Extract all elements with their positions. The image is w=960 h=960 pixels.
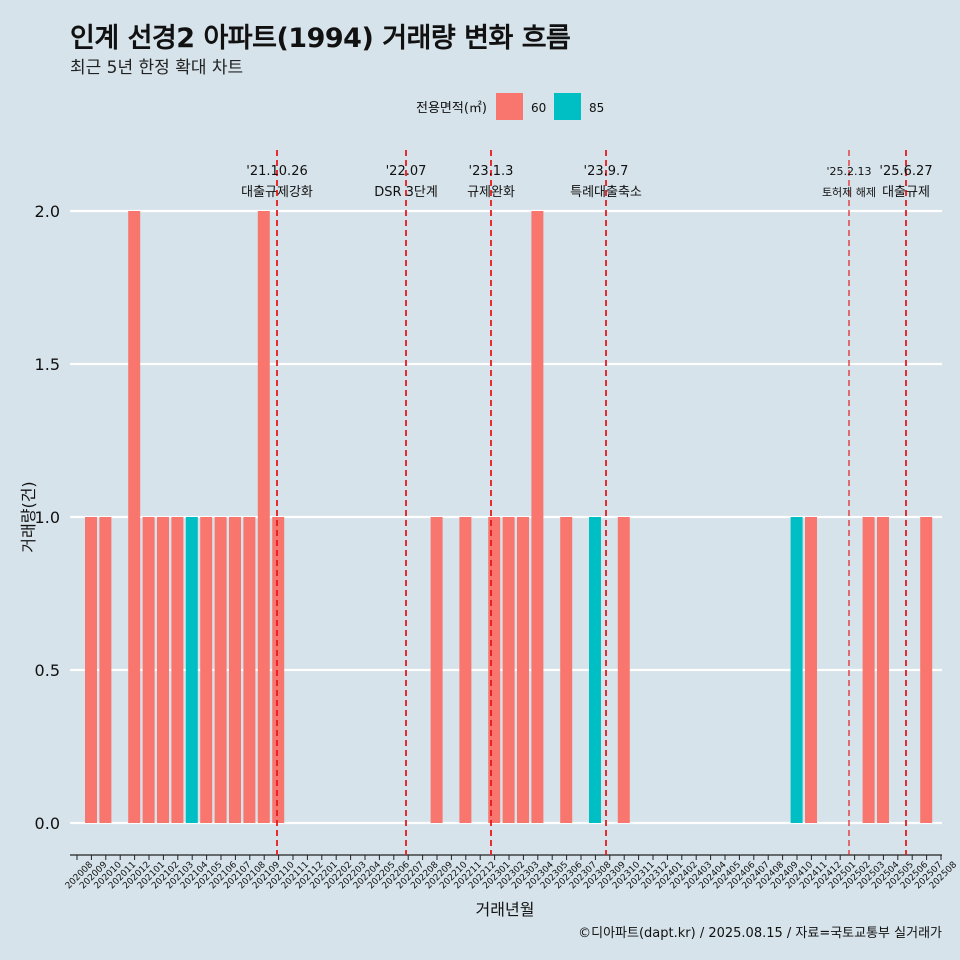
bar-60-202302: [517, 517, 529, 823]
legend-label-85: 85: [589, 101, 604, 115]
bar-60-202105: [214, 517, 227, 823]
bar-60-202502: [862, 517, 875, 823]
y-axis: 0.0 0.5 1.0 1.5 2.0: [35, 202, 60, 833]
event-date: '22.07: [386, 164, 427, 179]
bar-60-202210: [459, 517, 472, 823]
bar-60-202008: [85, 517, 97, 823]
y-axis-title: 거래량(건): [19, 481, 38, 552]
bar-60-202012: [142, 517, 155, 823]
event-annotations: '21.10.26 대출규제강화 '22.07 DSR 3단계 '23.1.3 규제완화 '…: [241, 150, 933, 855]
bar-60-202108: [257, 211, 270, 823]
bar-85-202307: [589, 517, 601, 823]
bar-60-202101: [157, 517, 169, 823]
bar-60-202107: [243, 517, 256, 823]
event-label: 특례대출축소: [570, 185, 642, 200]
y-tick-label: 0.0: [35, 814, 60, 833]
bar-60-202102: [171, 517, 184, 823]
event-label: 대출규제강화: [241, 185, 313, 200]
y-tick-label: 1.5: [35, 355, 60, 374]
y-tick-label: 2.0: [35, 202, 60, 221]
x-axis: 2020082020092020102020112020122021012021…: [64, 854, 959, 891]
bar-60-202309: [617, 517, 630, 823]
source-caption: ©디아파트(dapt.kr) / 2025.08.15 / 자료=국토교통부 실…: [578, 926, 942, 941]
bar-60-202506: [920, 517, 933, 823]
event-date: '23.1.3: [469, 164, 514, 179]
bar-60-202011: [128, 211, 141, 823]
event-date: '25.6.27: [879, 164, 932, 179]
legend: 전용면적(㎡) 60 85: [416, 93, 604, 120]
x-axis-title: 거래년월: [476, 900, 535, 919]
event-label: 규제완화: [467, 185, 515, 200]
event-label: DSR 3단계: [374, 185, 438, 200]
event-label: 토허제 해제: [822, 185, 876, 199]
bar-60-202106: [229, 517, 241, 823]
legend-title: 전용면적(㎡): [416, 101, 487, 116]
event-date: '21.10.26: [246, 164, 307, 179]
bar-85-202103: [185, 517, 198, 823]
y-tick-label: 1.0: [35, 508, 60, 527]
y-tick-label: 0.5: [35, 661, 60, 680]
bar-60-202212: [488, 517, 501, 823]
event-date: '23.9.7: [584, 164, 629, 179]
legend-label-60: 60: [531, 101, 546, 115]
bar-60-202208: [430, 517, 443, 823]
chart-title: 인계 선경2 아파트(1994) 거래량 변화 흐름: [70, 23, 571, 54]
bar-60-202109: [272, 517, 285, 823]
bar-60-202305: [560, 517, 573, 823]
bar-60-202104: [200, 517, 213, 823]
bar-60-202301: [502, 517, 515, 823]
legend-swatch-60: [496, 93, 523, 120]
bar-85-202409: [790, 517, 803, 823]
bar-60-202303: [531, 211, 544, 823]
chart-subtitle: 최근 5년 한정 확대 차트: [70, 58, 244, 78]
bar-60-202009: [99, 517, 112, 823]
event-label: 대출규제: [882, 185, 930, 200]
bar-60-202410: [805, 517, 817, 823]
event-date: '25.2.13: [826, 165, 871, 178]
bar-60-202503: [877, 517, 889, 823]
legend-swatch-85: [554, 93, 581, 120]
bars: [85, 211, 933, 823]
